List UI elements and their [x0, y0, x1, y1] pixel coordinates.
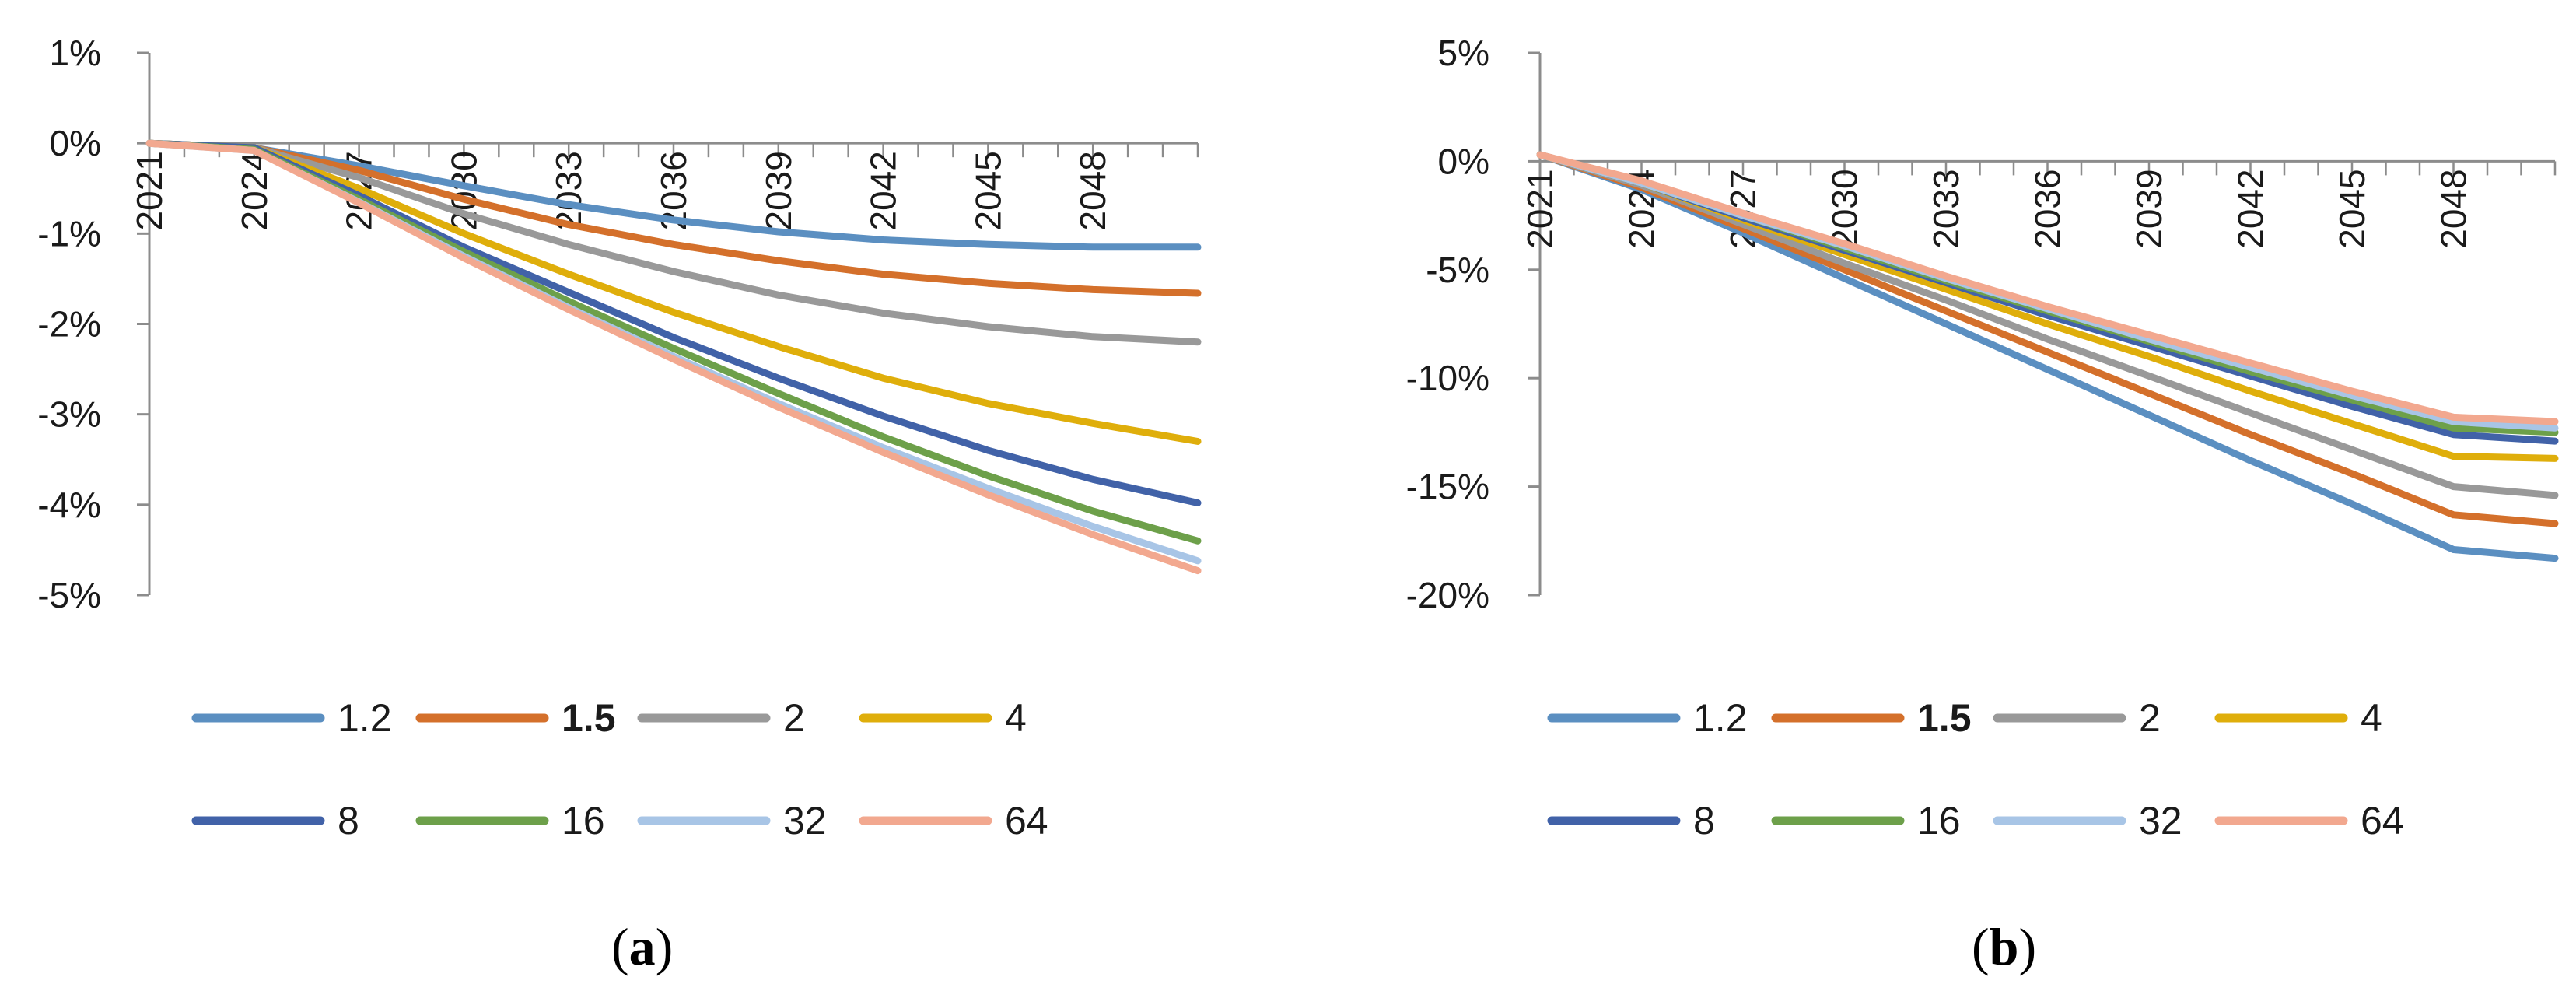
x-tick-label: 2033: [548, 151, 589, 230]
x-tick-label: 2030: [1825, 169, 1865, 248]
legend-label-1.5: 1.5: [562, 696, 616, 740]
legend-label-64: 64: [1005, 799, 1048, 842]
legend-label-8: 8: [1693, 799, 1715, 842]
y-tick-label: -5%: [37, 575, 101, 615]
y-tick-label: -4%: [37, 485, 101, 525]
y-tick-label: -15%: [1406, 467, 1489, 507]
legend-label-8: 8: [338, 799, 359, 842]
x-tick-label: 2042: [863, 151, 904, 230]
x-tick-label: 2021: [129, 151, 170, 230]
y-tick-label: 5%: [1438, 33, 1489, 73]
legend-label-32: 32: [2139, 799, 2182, 842]
x-tick-label: 2045: [968, 151, 1008, 230]
legend-label-1.2: 1.2: [338, 696, 392, 740]
series-line-64: [145, 139, 1202, 575]
panel-label: (a): [611, 917, 673, 976]
legend-label-1.5: 1.5: [1917, 696, 1972, 740]
series-line-64: [1536, 151, 2559, 425]
legend-label-4: 4: [1005, 696, 1027, 740]
legend-label-4: 4: [2361, 696, 2382, 740]
legend-label-16: 16: [562, 799, 605, 842]
x-tick-label: 2048: [2434, 169, 2474, 248]
y-tick-label: -2%: [37, 304, 101, 345]
x-tick-label: 2045: [2332, 169, 2372, 248]
x-tick-label: 2039: [2129, 169, 2169, 248]
legend-label-64: 64: [2361, 799, 2404, 842]
series-line-1.5: [145, 139, 1202, 297]
x-tick-label: 2021: [1520, 169, 1560, 248]
x-tick-label: 2036: [2028, 169, 2068, 248]
x-tick-label: 2024: [234, 151, 275, 230]
legend-label-2: 2: [783, 696, 805, 740]
y-tick-label: -3%: [37, 394, 101, 435]
legend-label-2: 2: [2139, 696, 2161, 740]
y-tick-label: -1%: [37, 213, 101, 254]
x-tick-label: 2048: [1073, 151, 1113, 230]
y-tick-label: 1%: [50, 33, 101, 73]
series-line-4: [145, 139, 1202, 445]
legend-label-32: 32: [783, 799, 827, 842]
y-tick-label: 0%: [1438, 141, 1489, 181]
x-tick-label: 2039: [758, 151, 799, 230]
y-tick-label: 0%: [50, 123, 101, 163]
x-tick-label: 2042: [2231, 169, 2271, 248]
y-tick-label: -10%: [1406, 358, 1489, 398]
series-line-2: [145, 139, 1202, 346]
y-tick-label: -20%: [1406, 575, 1489, 615]
legend-label-1.2: 1.2: [1693, 696, 1748, 740]
chart-panel-b: 5%0%-5%-10%-15%-20%2021 2024 2027 2030 2033 2…: [1406, 33, 2559, 976]
x-tick-label: 2033: [1926, 169, 1966, 248]
legend-label-16: 16: [1917, 799, 1961, 842]
panel-label: (b): [1972, 917, 2036, 976]
chart-panel-a: 1%0%-1%-2%-3%-4%-5%2021 2024 2027 2030 2033 2…: [37, 33, 1202, 976]
y-tick-label: -5%: [1426, 250, 1489, 290]
